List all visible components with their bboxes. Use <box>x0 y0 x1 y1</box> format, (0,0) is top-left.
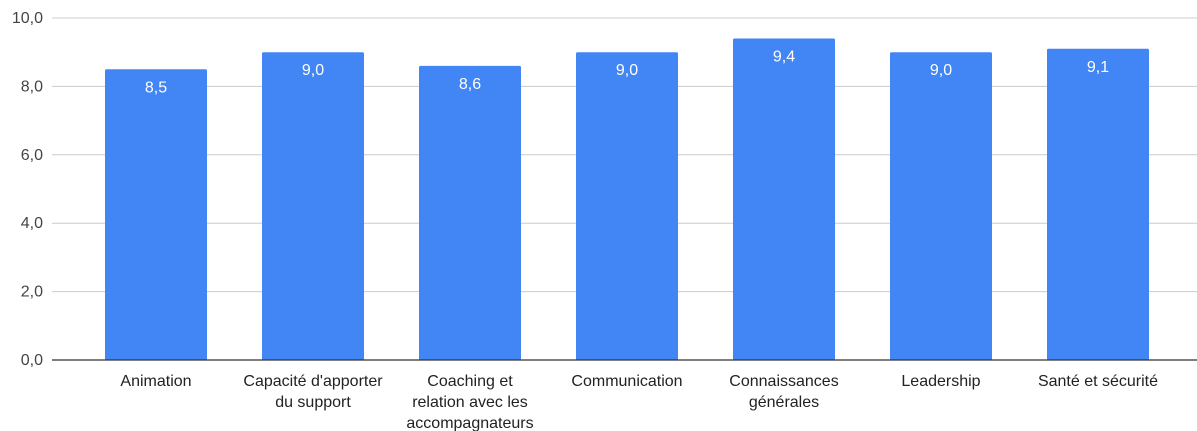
bar <box>419 65 521 360</box>
data-label: 8,5 <box>145 79 167 96</box>
x-tick-label: Capacité d'apporter <box>243 373 383 390</box>
x-tick-label: accompagnateurs <box>406 415 533 431</box>
y-tick-label: 2,0 <box>21 284 43 301</box>
y-tick-label: 6,0 <box>21 147 43 164</box>
x-axis-labels: Animation Capacité d'apporter du support Co… <box>120 373 1158 431</box>
bar <box>576 52 678 360</box>
x-tick-label: Connaissances <box>729 373 838 390</box>
x-tick-label: Coaching et <box>427 373 513 390</box>
x-tick-label: relation avec les <box>412 394 528 411</box>
y-tick-label: 4,0 <box>21 215 43 232</box>
data-label: 8,6 <box>459 76 481 93</box>
y-axis-ticks: 0,0 2,0 4,0 6,0 8,0 10,0 <box>12 10 43 369</box>
x-tick-label: Animation <box>120 373 191 390</box>
y-tick-label: 8,0 <box>21 78 43 95</box>
x-tick-label: Leadership <box>901 373 980 390</box>
x-tick-label: du support <box>275 394 351 411</box>
bar <box>262 52 364 360</box>
data-label: 9,1 <box>1087 59 1109 76</box>
x-tick-label: Santé et sécurité <box>1038 373 1158 390</box>
y-tick-label: 0,0 <box>21 352 43 369</box>
data-label: 9,4 <box>773 49 795 66</box>
x-tick-label: Communication <box>571 373 682 390</box>
bar <box>1047 48 1149 360</box>
bars: 8,5 9,0 8,6 9,0 9,4 9,0 9,1 <box>105 38 1149 361</box>
bar <box>733 38 835 361</box>
data-label: 9,0 <box>616 62 638 79</box>
data-label: 9,0 <box>302 62 324 79</box>
y-tick-label: 10,0 <box>12 10 43 27</box>
data-label: 9,0 <box>930 62 952 79</box>
x-tick-label: générales <box>749 394 819 411</box>
bar <box>890 52 992 360</box>
bar <box>105 69 207 361</box>
